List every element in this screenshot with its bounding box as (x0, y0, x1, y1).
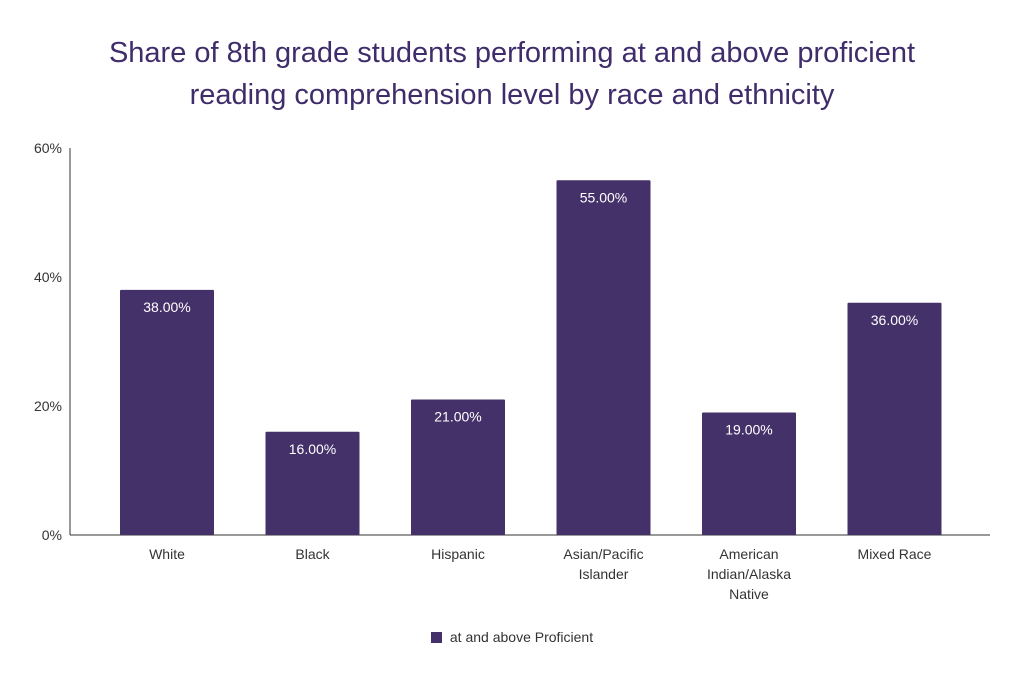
legend-label: at and above Proficient (449, 629, 594, 645)
chart-title-line-2: reading comprehension level by race and … (189, 79, 835, 111)
chart-title: Share of 8th grade students performing a… (0, 32, 1024, 116)
legend: at and above Proficient (0, 629, 1024, 645)
x-tick-label: Islander (579, 566, 629, 582)
chart-title-line-1: Share of 8th grade students performing a… (108, 37, 916, 69)
bar (265, 431, 360, 535)
y-tick-label: 20% (34, 398, 62, 414)
x-tick-label: American (719, 546, 778, 562)
y-tick-label: 40% (34, 269, 62, 285)
bar (120, 289, 214, 535)
x-tick-label: White (149, 546, 185, 562)
x-tick-label: Asian/Pacific (563, 546, 643, 562)
x-tick-label: Native (729, 586, 769, 602)
bar (702, 412, 796, 535)
data-label: 38.00% (143, 299, 190, 315)
data-label: 16.00% (289, 441, 336, 457)
y-tick-label: 60% (34, 140, 62, 156)
x-tick-label: Black (295, 546, 330, 562)
data-label: 19.00% (725, 421, 772, 437)
x-tick-label: Hispanic (431, 546, 485, 562)
data-label: 36.00% (871, 312, 918, 328)
y-tick-label: 0% (42, 527, 62, 543)
bar (556, 180, 651, 535)
data-label: 55.00% (580, 189, 627, 205)
x-tick-label: Indian/Alaska (707, 566, 791, 582)
bar (411, 399, 505, 535)
x-tick-label: Mixed Race (858, 546, 932, 562)
legend-swatch (430, 632, 442, 643)
data-label: 21.00% (434, 409, 481, 425)
bar (847, 302, 942, 535)
